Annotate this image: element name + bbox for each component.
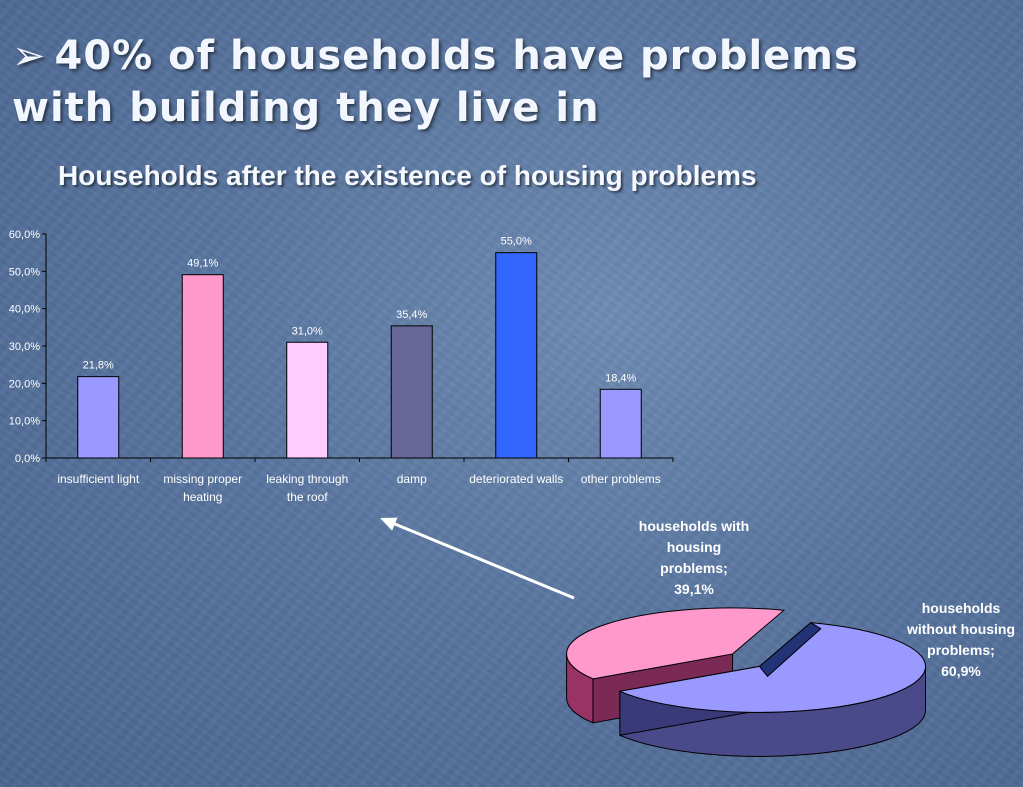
category-label: heating [183, 490, 222, 504]
category-label: leaking through [266, 472, 348, 486]
pie-label: households [922, 600, 1001, 616]
data-label: 49,1% [187, 258, 218, 270]
headline-line-1: ➢ 40% of households have problems [12, 30, 1012, 82]
pie-slice-face [758, 622, 822, 678]
pointer-arrow [380, 517, 575, 600]
data-label: 21,8% [83, 360, 114, 372]
bar [77, 376, 120, 459]
y-tick-label: 20,0% [9, 378, 40, 390]
arrow-shaft [389, 520, 575, 600]
y-tick-label: 60,0% [9, 229, 40, 241]
category-label: insufficient light [57, 472, 139, 486]
y-tick-label: 50,0% [9, 266, 40, 278]
pie-label: problems; [927, 642, 995, 658]
pie-slice [566, 607, 786, 680]
data-label: 55,0% [501, 236, 532, 248]
pie-chart: households with housing problems; 39,1% hous… [566, 518, 1015, 757]
pie-label: housing [667, 539, 721, 555]
data-label: 35,4% [396, 309, 427, 321]
bar [599, 388, 642, 459]
category-label: deteriorated walls [469, 472, 563, 486]
category-label: damp [397, 472, 427, 486]
data-label: 31,0% [292, 325, 323, 337]
pie-label: households with [639, 518, 749, 534]
arrow-bullet-icon: ➢ [12, 33, 47, 79]
bar-chart: 0,0% 10,0% 20,0% 30,0% 40,0% 50,0% 60,0% 21,8% i… [9, 229, 674, 504]
pie-label: 60,9% [941, 663, 981, 679]
chart-title: Households after the existence of housin… [58, 160, 757, 191]
bar [390, 325, 433, 459]
category-label: the roof [287, 490, 328, 504]
pie-label: 39,1% [674, 581, 714, 597]
y-tick-label: 30,0% [9, 341, 40, 353]
pie-label: without housing [906, 621, 1015, 637]
pie-label: problems; [660, 560, 728, 576]
data-label: 18,4% [605, 372, 636, 384]
y-tick-label: 10,0% [9, 416, 40, 428]
arrow-head-icon [380, 517, 398, 531]
bar [286, 341, 329, 459]
headline-line-2: with building they live in [12, 85, 600, 131]
category-label: other problems [581, 472, 661, 486]
slide-headline: ➢ 40% of households have problems with bu… [12, 30, 1012, 134]
bar [181, 274, 224, 459]
y-tick-label: 0,0% [15, 453, 40, 465]
category-label: missing proper [163, 472, 242, 486]
bar [495, 252, 538, 459]
headline-text-1: 40% of households have problems [54, 33, 859, 79]
y-tick-label: 40,0% [9, 304, 40, 316]
